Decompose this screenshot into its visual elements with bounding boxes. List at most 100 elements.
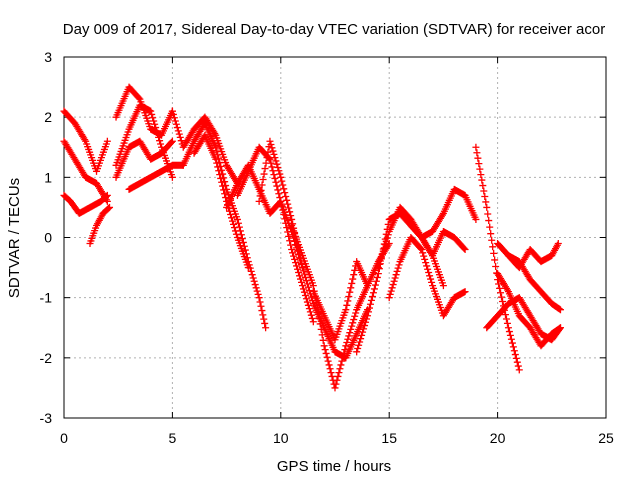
data-point [278, 177, 286, 185]
data-point [275, 190, 283, 198]
data-points [60, 83, 564, 392]
data-point [477, 171, 485, 179]
data-point [515, 366, 523, 374]
data-point [267, 141, 275, 149]
data-point [343, 339, 351, 347]
data-point [292, 259, 300, 267]
data-point [250, 277, 258, 285]
data-point [348, 322, 356, 330]
data-point [556, 324, 564, 332]
data-point [298, 264, 306, 272]
data-point [334, 372, 342, 380]
data-point [252, 284, 260, 292]
data-point [266, 137, 274, 145]
data-point [261, 319, 269, 327]
data-point [322, 349, 330, 357]
data-point [102, 192, 110, 200]
data-point [254, 290, 262, 298]
data-point [484, 210, 492, 218]
data-point [357, 335, 365, 343]
series-sat-t [407, 221, 469, 260]
series-sat-c [60, 191, 111, 217]
data-point [347, 325, 355, 333]
data-point [367, 296, 375, 304]
data-point [480, 187, 488, 195]
data-point [346, 288, 354, 296]
data-point [258, 181, 266, 189]
data-point [228, 214, 236, 222]
data-point [153, 127, 161, 135]
data-point [155, 133, 163, 141]
data-point [171, 117, 179, 125]
x-tick-label: 10 [273, 430, 289, 446]
data-point [383, 234, 391, 242]
data-point [372, 277, 380, 285]
data-point [234, 219, 242, 227]
data-point [213, 159, 221, 167]
data-point [317, 325, 325, 333]
y-tick-label: -2 [40, 350, 53, 366]
data-point [351, 312, 359, 320]
data-point [274, 163, 282, 171]
data-point [511, 351, 519, 359]
data-point [378, 250, 386, 258]
data-point [255, 294, 263, 302]
data-point [297, 275, 305, 283]
data-point [271, 174, 279, 182]
data-point [262, 324, 270, 332]
data-point [343, 301, 351, 309]
data-point [365, 304, 373, 312]
series-sat-a [60, 107, 111, 175]
data-point [260, 170, 268, 178]
data-point [345, 332, 353, 340]
data-point [295, 269, 303, 277]
data-point [366, 300, 374, 308]
data-point [492, 262, 500, 270]
data-point [481, 192, 489, 200]
data-point [347, 284, 355, 292]
data-point [426, 272, 434, 280]
data-point [354, 345, 362, 353]
data-point [427, 275, 435, 283]
data-point [230, 224, 238, 232]
data-point [249, 274, 257, 282]
data-point [253, 287, 261, 295]
data-point [259, 176, 267, 184]
data-point [151, 120, 159, 128]
data-point [478, 176, 486, 184]
data-point [326, 365, 334, 373]
data-point [365, 308, 373, 316]
data-point [217, 174, 225, 182]
data-point [276, 170, 284, 178]
y-tick-label: 0 [44, 230, 52, 246]
data-point [221, 190, 229, 198]
data-point [340, 349, 348, 357]
data-point [381, 241, 389, 249]
data-point [290, 252, 298, 260]
data-point [479, 182, 487, 190]
data-point [321, 346, 329, 354]
data-point [255, 197, 263, 205]
data-point [277, 173, 285, 181]
data-point [256, 192, 264, 200]
data-point [271, 154, 279, 162]
data-point [386, 290, 394, 298]
data-point [342, 306, 350, 314]
data-point [425, 269, 433, 277]
data-point [336, 365, 344, 373]
data-point [323, 353, 331, 361]
y-tick-label: -1 [40, 290, 53, 306]
data-point [174, 127, 182, 135]
data-point [308, 314, 316, 322]
data-point [258, 307, 266, 315]
data-point [394, 264, 402, 272]
data-point [335, 369, 343, 377]
data-point [149, 114, 157, 122]
data-point [373, 273, 381, 281]
data-point [276, 194, 284, 202]
data-point [476, 165, 484, 173]
data-point [377, 254, 385, 262]
series-sat-w [494, 270, 564, 350]
data-point [482, 198, 490, 206]
series-sat-s [385, 234, 469, 320]
